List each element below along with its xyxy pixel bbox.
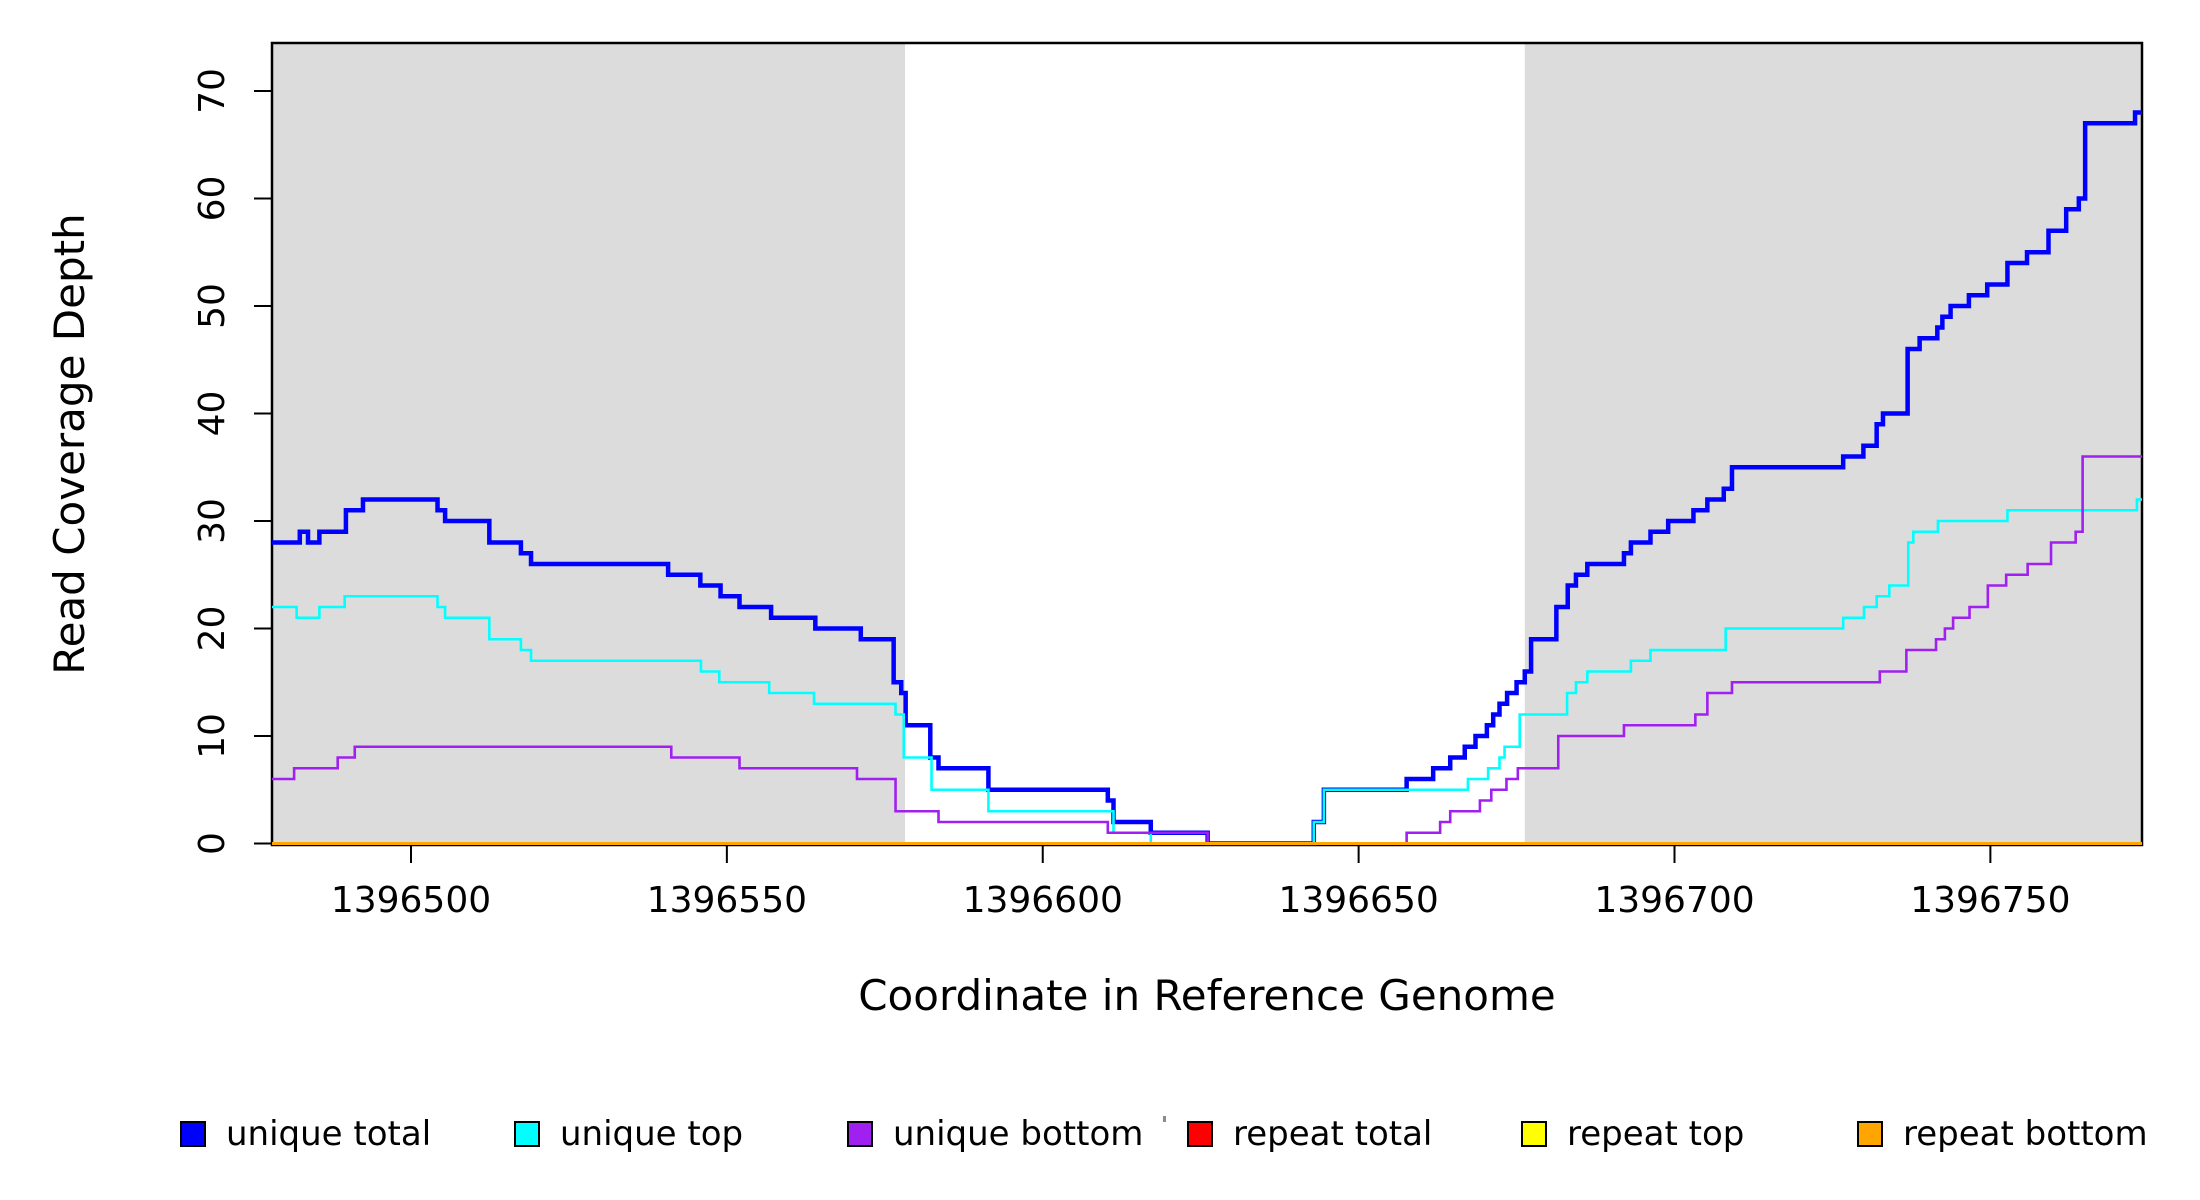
x-tick-label: 1396500 <box>331 880 491 921</box>
left-gray-band <box>272 43 906 845</box>
y-tick-label: 30 <box>192 498 233 544</box>
y-tick-label: 0 <box>192 832 233 855</box>
legend-item-repeat-bottom: repeat bottom <box>1857 1117 2148 1151</box>
legend-item-unique-bottom: unique bottom <box>847 1117 1143 1151</box>
legend-label: unique top <box>560 1114 744 1154</box>
legend-swatch-repeat-top <box>1521 1121 1547 1147</box>
legend-label: repeat total <box>1233 1114 1433 1154</box>
legend-label: repeat top <box>1567 1114 1745 1154</box>
y-tick-label: 20 <box>192 606 233 652</box>
y-tick-label: 70 <box>192 68 233 114</box>
legend-swatch-repeat-total <box>1187 1121 1213 1147</box>
legend-item-unique-total: unique total <box>180 1117 431 1151</box>
series-line-unique-total <box>272 110 2142 846</box>
stray-mark <box>1163 1116 1166 1122</box>
legend-label: unique total <box>226 1114 432 1154</box>
y-tick-label: 60 <box>192 176 233 222</box>
y-tick-label: 10 <box>192 713 233 759</box>
y-tick-label: 40 <box>192 391 233 437</box>
series-line-unique-bottom <box>272 455 2142 845</box>
y-axis-title: Read Coverage Depth <box>45 213 94 674</box>
legend-swatch-repeat-bottom <box>1857 1121 1883 1147</box>
x-axis-title: Coordinate in Reference Genome <box>858 971 1556 1020</box>
x-tick-label: 1396750 <box>1910 880 2070 921</box>
legend-label: repeat bottom <box>1903 1114 2148 1154</box>
legend-swatch-unique-top <box>514 1121 540 1147</box>
series-line-unique-top <box>272 498 2142 845</box>
legend-item-repeat-total: repeat total <box>1187 1117 1432 1151</box>
legend-item-repeat-top: repeat top <box>1521 1117 1744 1151</box>
legend-item-unique-top: unique top <box>514 1117 743 1151</box>
legend-swatch-unique-total <box>180 1121 206 1147</box>
legend-swatch-unique-bottom <box>847 1121 873 1147</box>
x-tick-label: 1396600 <box>963 880 1123 921</box>
x-tick-label: 1396700 <box>1594 880 1754 921</box>
legend-label: unique bottom <box>893 1114 1144 1154</box>
right-gray-band <box>1524 43 2142 845</box>
y-tick-label: 50 <box>192 283 233 329</box>
x-tick-label: 1396550 <box>647 880 807 921</box>
x-tick-label: 1396650 <box>1278 880 1438 921</box>
